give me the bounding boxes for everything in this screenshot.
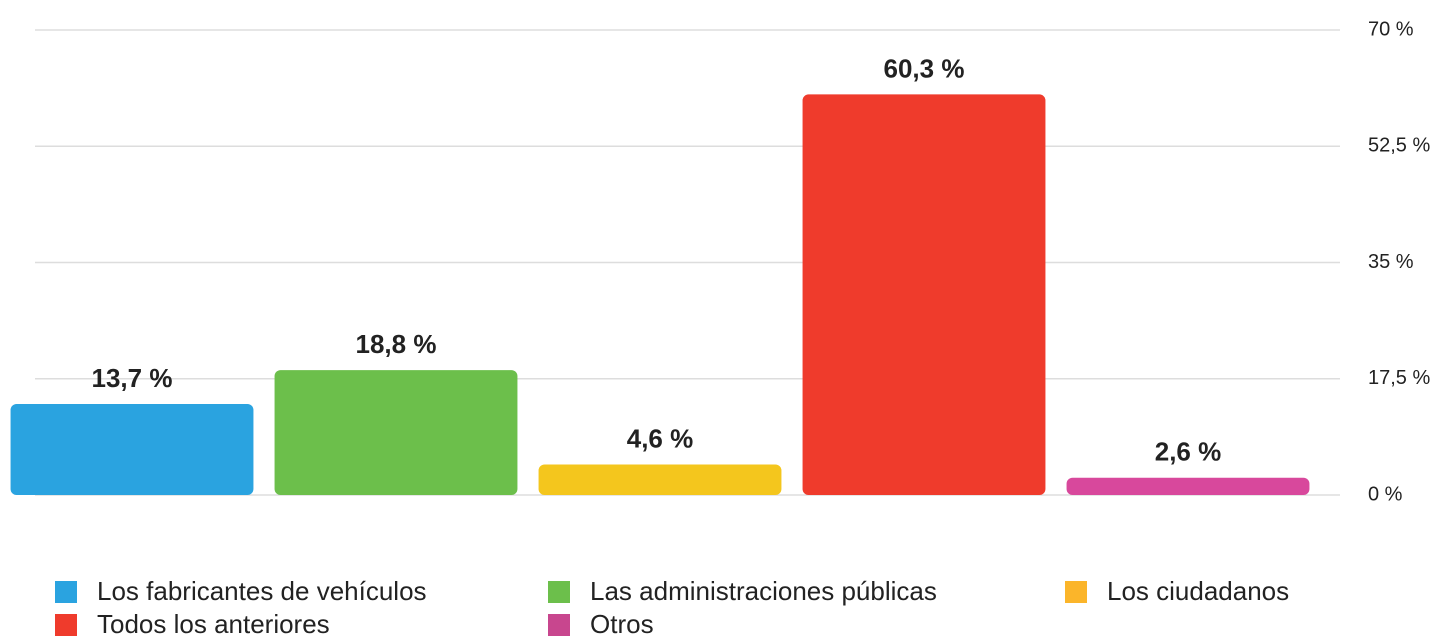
value-label: 60,3 % <box>884 53 965 83</box>
legend-label: Las administraciones públicas <box>590 576 937 606</box>
y-tick-label: 0 % <box>1368 483 1403 505</box>
value-label: 4,6 % <box>627 423 694 453</box>
y-tick-label: 35 % <box>1368 251 1414 273</box>
legend-label: Los ciudadanos <box>1107 576 1289 606</box>
legend-swatch <box>1065 581 1087 603</box>
bar <box>10 403 254 495</box>
legend-swatch <box>55 614 77 636</box>
y-tick-label: 70 % <box>1368 18 1414 40</box>
value-label: 2,6 % <box>1155 437 1222 467</box>
y-tick-label: 52,5 % <box>1368 135 1430 157</box>
legend-label: Los fabricantes de vehículos <box>97 576 427 606</box>
legend-label: Otros <box>590 609 654 639</box>
bar <box>538 464 782 495</box>
legend-swatch <box>548 581 570 603</box>
value-label: 13,7 % <box>92 363 173 393</box>
legend-swatch <box>548 614 570 636</box>
value-label: 18,8 % <box>356 329 437 359</box>
legend-swatch <box>55 581 77 603</box>
bar <box>802 94 1046 495</box>
y-tick-label: 17,5 % <box>1368 367 1430 389</box>
legend-label: Todos los anteriores <box>97 609 330 639</box>
bar <box>274 370 518 495</box>
bar <box>1066 477 1310 495</box>
